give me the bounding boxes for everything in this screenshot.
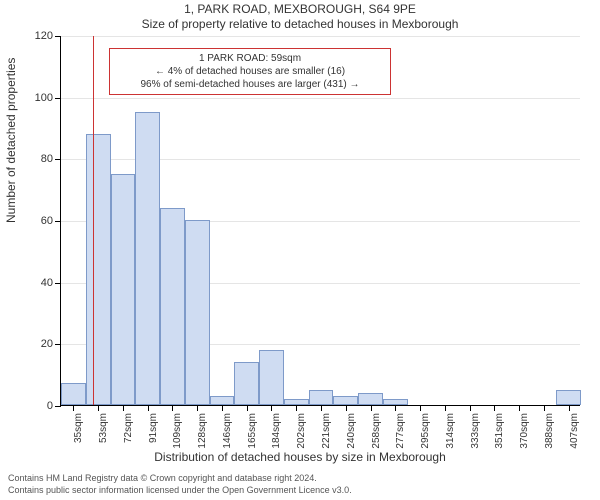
x-tick-label: 351sqm xyxy=(494,413,505,449)
x-tick-label: 53sqm xyxy=(98,413,109,443)
x-tick-label: 146sqm xyxy=(222,413,233,449)
x-tick xyxy=(569,405,570,411)
plot-area: 020406080100120 35sqm53sqm72sqm91sqm109s… xyxy=(60,36,580,406)
x-tick-label: 388sqm xyxy=(544,413,555,449)
x-tick xyxy=(544,405,545,411)
footer: Contains HM Land Registry data © Crown c… xyxy=(8,472,592,496)
x-tick-label: 370sqm xyxy=(519,413,530,449)
x-tick xyxy=(123,405,124,411)
y-tick-label: 80 xyxy=(41,153,53,165)
x-tick-label: 258sqm xyxy=(371,413,382,449)
x-tick-label: 72sqm xyxy=(123,413,134,443)
x-tick xyxy=(346,405,347,411)
x-tick xyxy=(148,405,149,411)
x-tick xyxy=(519,405,520,411)
x-tick-label: 333sqm xyxy=(470,413,481,449)
x-tick-label: 165sqm xyxy=(247,413,258,449)
footer-line1: Contains HM Land Registry data © Crown c… xyxy=(8,472,592,484)
x-tick-label: 128sqm xyxy=(197,413,208,449)
x-tick xyxy=(98,405,99,411)
x-tick xyxy=(271,405,272,411)
annotation-line3: 96% of semi-detached houses are larger (… xyxy=(116,78,384,91)
x-tick xyxy=(222,405,223,411)
x-tick xyxy=(395,405,396,411)
y-tick-label: 40 xyxy=(41,277,53,289)
x-tick-label: 184sqm xyxy=(271,413,282,449)
x-tick xyxy=(470,405,471,411)
title-line1: 1, PARK ROAD, MEXBOROUGH, S64 9PE xyxy=(0,2,600,17)
title-line2: Size of property relative to detached ho… xyxy=(0,17,600,32)
x-tick xyxy=(197,405,198,411)
x-axis-label: Distribution of detached houses by size … xyxy=(0,450,600,464)
y-axis-label: Number of detached properties xyxy=(4,58,18,223)
y-tick-label: 20 xyxy=(41,338,53,350)
x-tick xyxy=(172,405,173,411)
x-tick-label: 295sqm xyxy=(420,413,431,449)
x-tick-label: 202sqm xyxy=(296,413,307,449)
x-tick xyxy=(371,405,372,411)
reference-line xyxy=(93,36,94,405)
x-tick xyxy=(445,405,446,411)
y-tick-label: 120 xyxy=(35,30,53,42)
x-tick-label: 91sqm xyxy=(148,413,159,443)
chart-container: 1, PARK ROAD, MEXBOROUGH, S64 9PE Size o… xyxy=(0,0,600,500)
x-tick-label: 109sqm xyxy=(172,413,183,449)
y-tick-label: 60 xyxy=(41,215,53,227)
title-block: 1, PARK ROAD, MEXBOROUGH, S64 9PE Size o… xyxy=(0,2,600,32)
y-tick-label: 100 xyxy=(35,92,53,104)
x-tick xyxy=(321,405,322,411)
x-tick xyxy=(296,405,297,411)
x-tick-label: 314sqm xyxy=(445,413,456,449)
footer-line2: Contains public sector information licen… xyxy=(8,484,592,496)
x-tick xyxy=(73,405,74,411)
x-tick xyxy=(494,405,495,411)
x-tick xyxy=(247,405,248,411)
y-tick-label: 0 xyxy=(47,400,53,412)
x-tick-label: 407sqm xyxy=(569,413,580,449)
annotation-line1: 1 PARK ROAD: 59sqm xyxy=(116,52,384,65)
annotation-box: 1 PARK ROAD: 59sqm ← 4% of detached hous… xyxy=(109,48,391,95)
x-tick-label: 277sqm xyxy=(395,413,406,449)
x-tick xyxy=(420,405,421,411)
annotation-line2: ← 4% of detached houses are smaller (16) xyxy=(116,65,384,78)
x-tick-label: 35sqm xyxy=(73,413,84,443)
y-tick xyxy=(55,406,61,407)
x-tick-label: 221sqm xyxy=(321,413,332,449)
x-tick-label: 240sqm xyxy=(346,413,357,449)
